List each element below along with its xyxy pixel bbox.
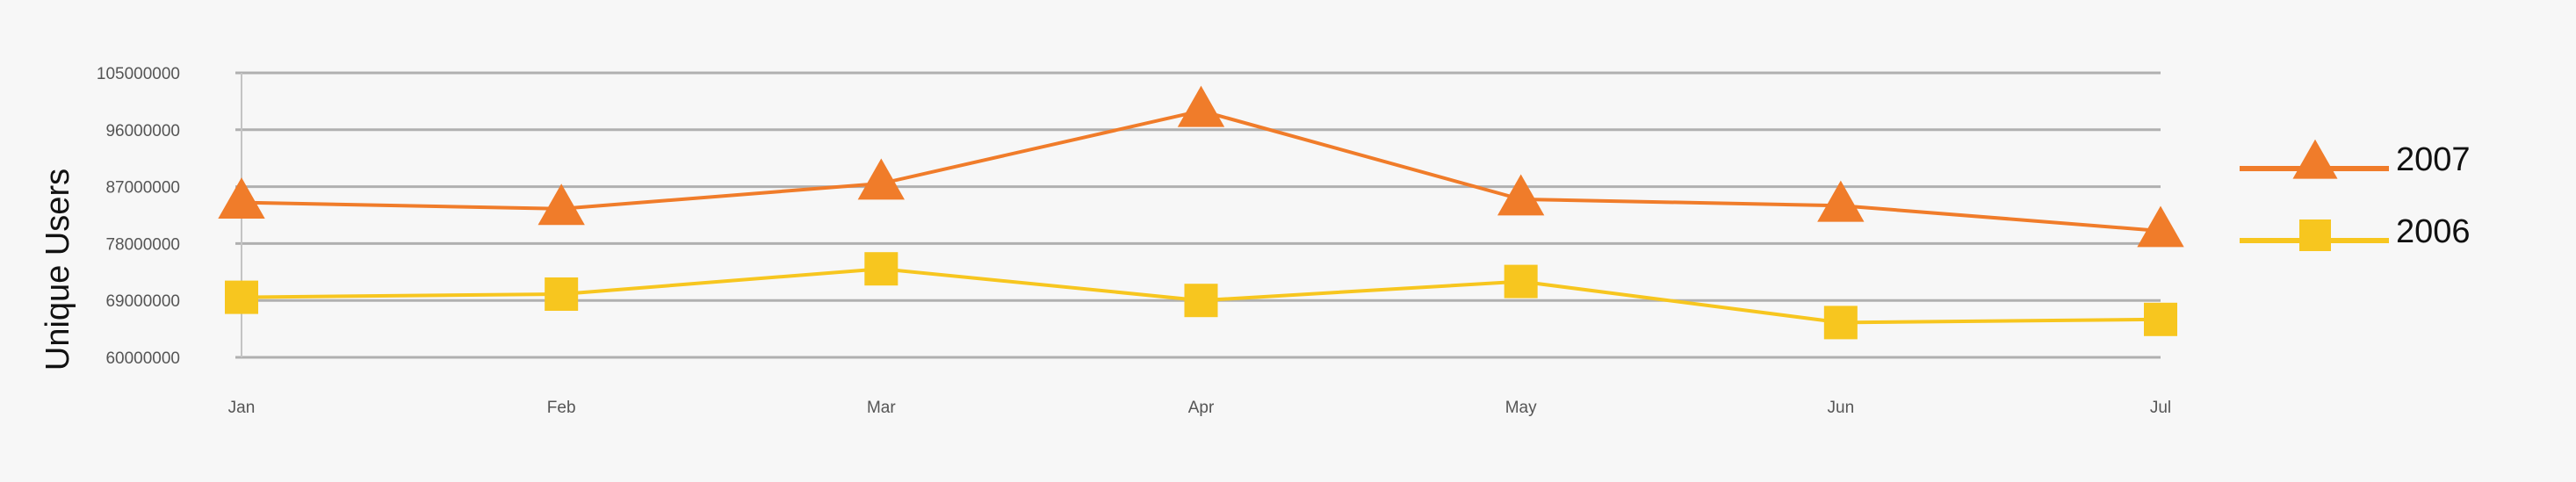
legend: 2007 2006 — [2240, 139, 2471, 251]
x-tick-label: Mar — [867, 399, 896, 417]
data-point-marker — [2144, 302, 2177, 336]
data-point-marker — [2299, 219, 2331, 251]
data-point-marker — [1177, 85, 1225, 127]
data-point-marker — [1823, 306, 1858, 340]
data-point-marker — [1817, 180, 1865, 222]
legend-item: 2006 — [2240, 213, 2471, 251]
y-tick-label: 69000000 — [105, 292, 180, 311]
x-tick-label: Jun — [1828, 399, 1855, 417]
series-2006 — [225, 252, 2177, 340]
legend-item: 2007 — [2240, 139, 2471, 179]
x-tick-label: Jul — [2150, 399, 2171, 417]
data-point-marker — [864, 252, 898, 286]
series-2007 — [218, 85, 2184, 248]
y-tick-label: 78000000 — [105, 235, 180, 254]
data-point-marker — [1184, 284, 1218, 318]
x-tick-label: Jan — [228, 399, 256, 417]
data-point-marker — [1504, 264, 1538, 299]
y-tick-label: 105000000 — [97, 65, 180, 83]
data-point-marker — [2292, 139, 2338, 179]
data-point-marker — [538, 183, 585, 226]
data-point-marker — [2137, 205, 2184, 248]
data-point-marker — [545, 277, 579, 311]
y-axis-label: Unique Users — [40, 169, 76, 370]
y-tick-label: 96000000 — [105, 122, 180, 140]
data-point-marker — [218, 177, 265, 219]
y-tick-label: 60000000 — [105, 349, 180, 368]
axis-layer: 105000000 96000000 87000000 78000000 6900000… — [97, 65, 2171, 417]
series-layer — [218, 85, 2184, 340]
y-tick-label: 87000000 — [105, 179, 180, 198]
data-point-marker — [225, 280, 258, 314]
x-tick-label: Apr — [1188, 399, 1215, 417]
legend-label: 2006 — [2396, 213, 2471, 250]
legend-label: 2007 — [2396, 141, 2471, 178]
x-tick-label: May — [1505, 399, 1537, 417]
data-point-marker — [1497, 174, 1545, 216]
data-point-marker — [857, 158, 906, 200]
x-tick-label: Feb — [547, 399, 576, 417]
